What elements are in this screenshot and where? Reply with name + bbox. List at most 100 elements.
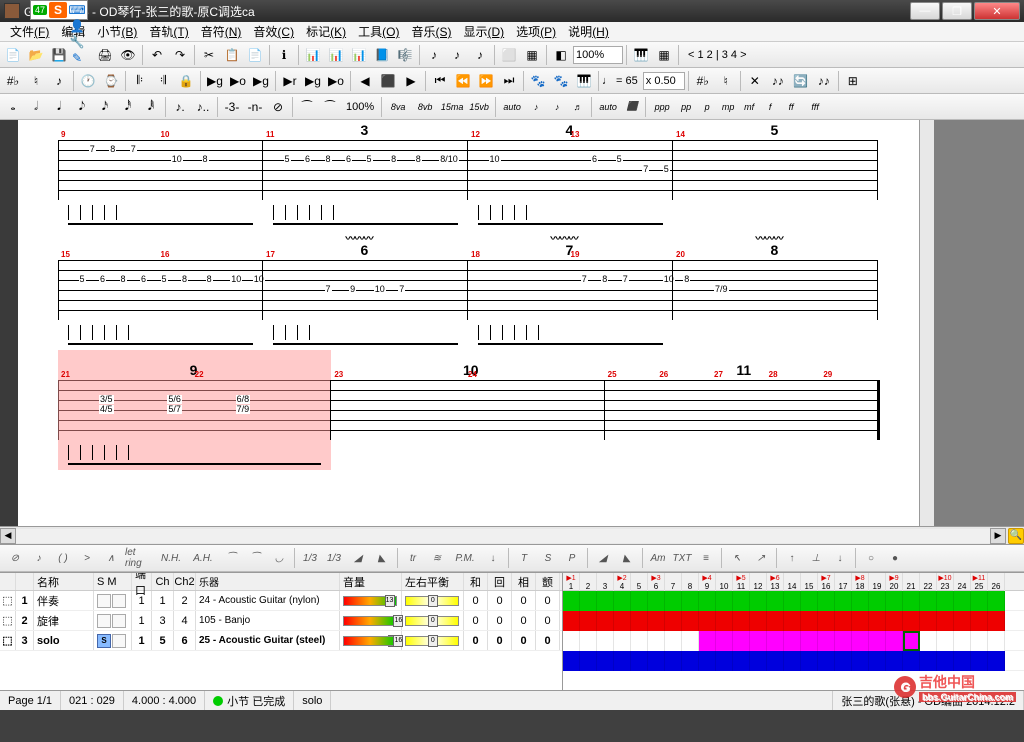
- seq-cell[interactable]: [869, 591, 886, 611]
- seq-cell[interactable]: [716, 651, 733, 671]
- track-col-header[interactable]: 相: [512, 573, 536, 590]
- toolbar-button[interactable]: ⬛: [377, 70, 399, 92]
- toolbar-button[interactable]: ⁀: [319, 96, 341, 118]
- seq-cell[interactable]: [580, 631, 597, 651]
- octave-15vb[interactable]: 15vb: [466, 96, 492, 118]
- menu-显示[interactable]: 显示(D): [457, 21, 510, 42]
- seq-cell[interactable]: [597, 591, 614, 611]
- fx-button[interactable]: ≋: [426, 547, 448, 569]
- toolbar-button[interactable]: 📊: [348, 44, 370, 66]
- toolbar-button[interactable]: ▶: [400, 70, 422, 92]
- seq-cell[interactable]: [954, 591, 971, 611]
- dynamic-pp[interactable]: pp: [676, 96, 696, 118]
- toolbar-button[interactable]: 👁: [117, 44, 139, 66]
- ime-btn[interactable]: 🔧: [69, 34, 85, 50]
- fret-number[interactable]: 5: [616, 155, 623, 164]
- toolbar-button[interactable]: ▶o: [227, 70, 249, 92]
- seq-cell[interactable]: [886, 631, 903, 651]
- fret-number[interactable]: 5: [284, 155, 291, 164]
- seq-cell[interactable]: [971, 651, 988, 671]
- seq-cell[interactable]: [937, 591, 954, 611]
- seq-cell[interactable]: [665, 591, 682, 611]
- track-col-header[interactable]: Ch2: [174, 573, 196, 590]
- seq-col[interactable]: 12: [750, 573, 767, 591]
- page-nav[interactable]: < 1 2 | 3 4 >: [682, 49, 753, 61]
- seq-cell[interactable]: [699, 651, 716, 671]
- track-col-header[interactable]: 音量: [340, 573, 402, 590]
- hscrollbar[interactable]: ◀ ▶ 🔍: [0, 526, 1024, 544]
- seq-col[interactable]: ▶11: [563, 573, 580, 591]
- menu-工具[interactable]: 工具(O): [352, 21, 405, 42]
- toolbar-button[interactable]: ✕: [744, 70, 766, 92]
- seq-col[interactable]: ▶1023: [937, 573, 954, 591]
- fret-number[interactable]: 8: [202, 155, 209, 164]
- fx-button[interactable]: ↓: [829, 547, 851, 569]
- seq-col[interactable]: 5: [631, 573, 648, 591]
- seq-cell[interactable]: [971, 631, 988, 651]
- track-row[interactable]: ⬚ 1 伴奏 1 1 2 24 - Acoustic Guitar (nylon…: [0, 591, 562, 611]
- toolbar-button[interactable]: -n-: [244, 96, 266, 118]
- track-col-header[interactable]: 名称: [34, 573, 94, 590]
- menu-选项[interactable]: 选项(P): [510, 21, 562, 42]
- seq-cell[interactable]: [801, 611, 818, 631]
- seq-col[interactable]: ▶818: [852, 573, 869, 591]
- toolbar-button[interactable]: ♪: [469, 44, 491, 66]
- seq-cell[interactable]: [597, 631, 614, 651]
- fret-number[interactable]: 8: [120, 275, 127, 284]
- volume-slider[interactable]: 16: [343, 616, 397, 626]
- seq-cell[interactable]: [631, 611, 648, 631]
- seq-cell[interactable]: [988, 631, 1005, 651]
- fx-button[interactable]: ⊘: [4, 547, 26, 569]
- toolbar-button[interactable]: -3-: [221, 96, 243, 118]
- seq-cell[interactable]: [937, 631, 954, 651]
- seq-cell[interactable]: [563, 631, 580, 651]
- seq-col[interactable]: 17: [835, 573, 852, 591]
- menu-音乐[interactable]: 音乐(S): [405, 21, 457, 42]
- toolbar-button[interactable]: 𝅘𝅥: [48, 96, 70, 118]
- seq-col[interactable]: ▶36: [648, 573, 665, 591]
- track-port[interactable]: 1: [132, 611, 152, 630]
- fret-number[interactable]: 7: [89, 145, 96, 154]
- dynamic-♪[interactable]: ♪: [526, 96, 546, 118]
- fx-button[interactable]: ↖: [726, 547, 748, 569]
- seq-col[interactable]: ▶1125: [971, 573, 988, 591]
- seq-cell[interactable]: [784, 651, 801, 671]
- seq-cell[interactable]: [801, 651, 818, 671]
- seq-cell[interactable]: [750, 631, 767, 651]
- track-port[interactable]: 1: [132, 591, 152, 610]
- toolbar-button[interactable]: 𝅘𝅥𝅰: [117, 96, 139, 118]
- toolbar-button[interactable]: ♪..: [192, 96, 214, 118]
- toolbar-button[interactable]: ⏪: [452, 70, 474, 92]
- seq-cell[interactable]: [767, 631, 784, 651]
- toolbar-button[interactable]: ▶g: [250, 70, 272, 92]
- seq-cell[interactable]: [835, 591, 852, 611]
- seq-cell[interactable]: [852, 591, 869, 611]
- track-instrument[interactable]: 105 - Banjo: [196, 611, 340, 630]
- toolbar-button[interactable]: 𝄆: [129, 70, 151, 92]
- toolbar-button[interactable]: ▶o: [325, 70, 347, 92]
- fx-button[interactable]: ◢: [592, 547, 614, 569]
- track-reverb[interactable]: 0: [488, 631, 512, 650]
- pan-slider[interactable]: 0: [405, 616, 459, 626]
- seq-cell[interactable]: [954, 651, 971, 671]
- fret-number[interactable]: 9: [349, 285, 356, 294]
- track-reverb[interactable]: 0: [488, 611, 512, 630]
- track-col-header[interactable]: [0, 573, 16, 590]
- seq-cell[interactable]: [954, 631, 971, 651]
- seq-cell[interactable]: [614, 631, 631, 651]
- track-col-header[interactable]: 左右平衡: [402, 573, 464, 590]
- seq-cell[interactable]: [614, 611, 631, 631]
- fret-number[interactable]: 8: [415, 155, 422, 164]
- seq-cell[interactable]: [733, 631, 750, 651]
- ime-toolbar[interactable]: 47 S 中☽ϟ⌨👤🔧✎: [30, 0, 88, 20]
- mute-button[interactable]: [112, 614, 126, 628]
- seq-cell[interactable]: [614, 651, 631, 671]
- fret-number[interactable]: 8: [601, 275, 608, 284]
- seq-cell[interactable]: [580, 611, 597, 631]
- menu-标记[interactable]: 标记(K): [300, 21, 352, 42]
- ime-logo-icon[interactable]: S: [49, 2, 67, 18]
- toolbar-button[interactable]: 🕐: [77, 70, 99, 92]
- toolbar-button[interactable]: ♮: [715, 70, 737, 92]
- seq-cell[interactable]: [801, 591, 818, 611]
- fret-number[interactable]: 7/9: [236, 405, 251, 414]
